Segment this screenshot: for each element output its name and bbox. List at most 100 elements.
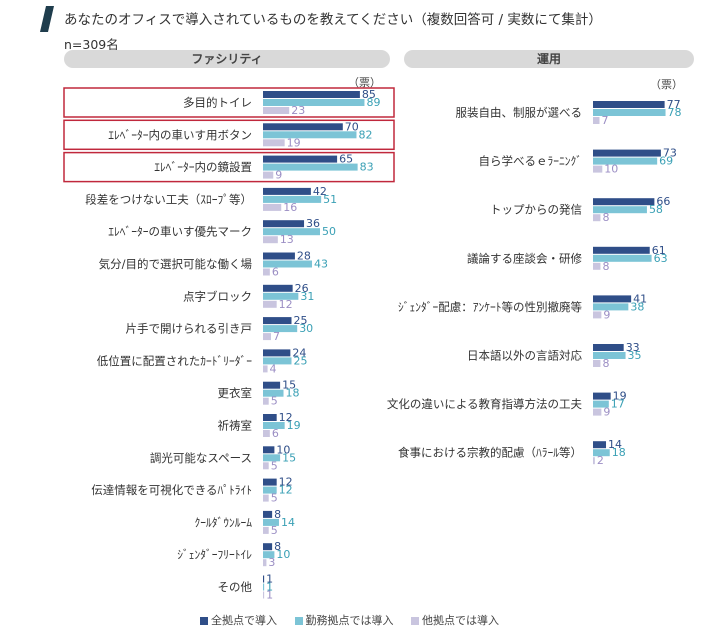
bar <box>263 284 293 292</box>
bar <box>263 163 358 171</box>
legend-swatch-work-site <box>294 617 303 625</box>
bar <box>263 430 270 437</box>
value-label: 24 <box>292 346 306 359</box>
bar <box>263 518 279 526</box>
value-label: 25 <box>294 354 308 367</box>
bar <box>593 311 602 319</box>
value-label: 5 <box>271 395 278 408</box>
category-label: 更衣室 <box>218 386 253 400</box>
value-label: 1 <box>266 589 273 602</box>
bar <box>593 303 629 311</box>
bar <box>263 446 275 454</box>
bar <box>263 478 277 486</box>
category-label: 気分/目的で選択可能な働く場 <box>99 257 253 271</box>
value-label: 77 <box>667 98 681 111</box>
bar <box>263 414 277 421</box>
value-label: 6 <box>272 266 279 279</box>
value-label: 33 <box>626 341 640 354</box>
value-label: 78 <box>668 106 682 119</box>
bar <box>263 551 275 559</box>
value-label: 8 <box>602 260 609 273</box>
bar <box>263 494 269 502</box>
value-label: 8 <box>274 540 281 553</box>
legend-item-other-sites: 他拠点では導入 <box>411 612 499 628</box>
highlight-box <box>63 151 395 183</box>
legend-label-work-site: 勤務拠点では導入 <box>305 614 394 627</box>
value-label: 51 <box>323 193 337 206</box>
value-label: 61 <box>652 244 666 257</box>
legend: 全拠点で導入 勤務拠点では導入 他拠点では導入 <box>200 612 513 628</box>
bar <box>593 344 624 351</box>
value-label: 28 <box>297 250 311 263</box>
value-label: 82 <box>358 128 372 141</box>
bar <box>263 462 269 470</box>
bar <box>263 486 277 494</box>
value-label: 41 <box>633 292 647 305</box>
value-label: 30 <box>299 322 313 335</box>
category-label: ｴﾚﾍﾞｰﾀｰ内の鏡設置 <box>154 160 252 174</box>
unit-label-operation: （票） <box>650 78 683 91</box>
bar <box>263 357 292 365</box>
bar <box>593 408 602 416</box>
value-label: 70 <box>345 120 359 133</box>
bar <box>593 392 611 400</box>
bar <box>593 157 658 165</box>
title-accent-bar <box>40 6 54 32</box>
bar <box>263 591 265 599</box>
value-label: 12 <box>279 476 293 489</box>
category-label: その他 <box>218 580 253 594</box>
value-label: 25 <box>294 314 308 327</box>
value-label: 1 <box>266 573 273 586</box>
value-label: 16 <box>283 201 297 214</box>
value-label: 85 <box>362 88 376 101</box>
value-label: 15 <box>282 451 296 464</box>
value-label: 23 <box>291 104 305 117</box>
bar <box>263 365 268 373</box>
bar <box>263 349 291 357</box>
bar <box>593 400 609 408</box>
value-label: 18 <box>286 387 300 400</box>
value-label: 63 <box>654 252 668 265</box>
bar <box>593 360 601 367</box>
bar <box>263 381 281 389</box>
bar <box>593 117 600 124</box>
value-label: 19 <box>613 390 627 403</box>
value-label: 17 <box>611 398 625 411</box>
category-label: ｼﾞｪﾝﾀﾞｰ配慮：ｱﾝｹｰﾄ等の性別撤廃等 <box>398 300 582 314</box>
bar <box>263 155 338 163</box>
value-label: 5 <box>271 492 278 505</box>
category-label: 議論する座談会・研修 <box>467 251 582 265</box>
bar <box>263 260 313 268</box>
value-label: 5 <box>271 459 278 472</box>
category-label: 文化の違いによる教育指導方法の工夫 <box>387 397 583 411</box>
legend-label-all-sites: 全拠点で導入 <box>211 614 277 627</box>
bar <box>263 187 311 195</box>
value-label: 19 <box>287 136 301 149</box>
highlight-box <box>63 119 395 151</box>
legend-swatch-all-sites <box>200 617 208 625</box>
value-label: 8 <box>602 211 609 224</box>
category-label: ｸｰﾙﾀﾞｳﾝﾙｰﾑ <box>195 515 253 529</box>
bar <box>593 246 650 254</box>
value-label: 42 <box>313 185 327 198</box>
value-label: 26 <box>295 282 309 295</box>
bar <box>263 575 265 583</box>
value-label: 14 <box>608 438 622 451</box>
category-label: ｼﾞｪﾝﾀﾞｰﾌﾘｰﾄｲﾚ <box>177 548 252 562</box>
value-label: 69 <box>659 155 673 168</box>
unit-label-facility: （票） <box>348 76 381 89</box>
value-label: 18 <box>612 446 626 459</box>
bar <box>263 123 343 131</box>
value-label: 73 <box>663 147 677 160</box>
value-label: 89 <box>366 96 380 109</box>
value-label: 10 <box>276 443 290 456</box>
value-label: 1 <box>266 581 273 594</box>
bar <box>263 325 298 333</box>
category-label: トップからの発信 <box>490 203 582 217</box>
value-label: 50 <box>322 225 336 238</box>
bar <box>263 389 284 397</box>
bar <box>593 262 601 270</box>
bar <box>263 559 267 567</box>
value-label: 65 <box>339 153 353 166</box>
category-label: 日本語以外の言語対応 <box>467 349 582 363</box>
